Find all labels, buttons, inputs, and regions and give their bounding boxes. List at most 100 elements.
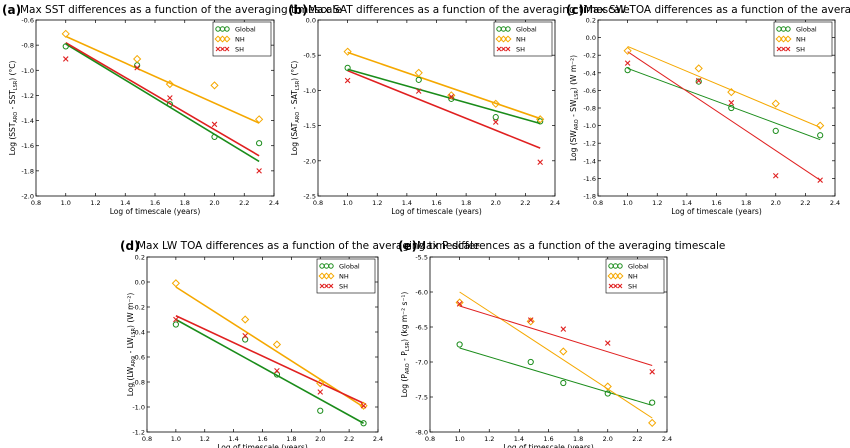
fit-line-global (459, 347, 653, 406)
fit-line-sh (627, 51, 821, 181)
x-tick-label: 0.8 (31, 199, 41, 207)
data-point-nh (316, 379, 325, 388)
y-tick-label: -2.0 (21, 193, 34, 201)
legend-marker-sh (324, 283, 329, 289)
legend-label: NH (235, 36, 245, 44)
data-point-sh-stroke (256, 168, 262, 174)
data-point-sh (728, 99, 735, 106)
legend-marker-global (617, 263, 623, 269)
y-tick-label: -1.0 (132, 404, 145, 412)
x-tick-label: 1.2 (90, 199, 100, 207)
y-tick-label: -0.2 (132, 304, 145, 312)
y-tick-label: 0.0 (306, 17, 316, 25)
legend-marker-nh (322, 272, 331, 280)
legend: Global NH SH (605, 258, 665, 294)
legend-label: NH (796, 36, 806, 44)
x-tick-label: 2.4 (662, 435, 672, 443)
panel-label: (b) (288, 3, 308, 17)
x-tick-label: 1.4 (120, 199, 130, 207)
data-point-sh (242, 332, 248, 339)
fit-line-nh (65, 35, 260, 124)
legend-label: SH (235, 46, 244, 54)
panel-label: (c) (566, 3, 584, 17)
data-point-sh (537, 159, 543, 165)
y-tick-label: -1.6 (583, 175, 596, 183)
y-axis-label-subscript: LSR (13, 80, 19, 90)
data-point-global (62, 43, 69, 50)
data-point-sh-stroke (492, 119, 499, 125)
y-tick-label: -1.6 (21, 142, 34, 150)
y-axis-label-subscript: ARO (131, 356, 137, 367)
x-tick-label: 1.0 (622, 199, 632, 207)
y-tick-label: -0.6 (132, 354, 145, 362)
x-tick-label: 2.0 (209, 199, 219, 207)
data-point-global (273, 371, 281, 378)
y-axis-label-part: Log (LW (126, 366, 135, 396)
panel-precip: (e) Max P differences as a function of th… (398, 239, 725, 448)
data-point-sh-stroke (448, 93, 455, 100)
y-axis-label-part: - P (400, 351, 409, 363)
legend-marker-sh (319, 283, 325, 289)
y-axis-label-subscript: LSR (405, 341, 411, 351)
y-tick-label: -1.0 (583, 122, 596, 130)
fit-line-sh (175, 315, 364, 404)
data-point-sh-stroke (456, 301, 463, 307)
legend-marker-nh (784, 35, 792, 43)
data-point-global (695, 78, 702, 85)
y-tick-label: 0.0 (586, 34, 596, 42)
data-point-sh-stroke (167, 95, 173, 101)
panel-sst: (a)Max SST differences as a function of … (2, 3, 342, 216)
data-point-global (344, 64, 351, 71)
legend-marker-nh (611, 272, 620, 280)
data-point-sh (211, 121, 218, 128)
legend-marker-sh (785, 46, 791, 52)
data-point-global (560, 379, 567, 387)
data-point-nh (133, 54, 142, 64)
data-point-nh (727, 88, 736, 97)
y-axis-label-part: Log (P (400, 374, 409, 398)
chart-title: Max SW TOA differences as a function of … (584, 4, 850, 16)
data-point-sh-stroke (527, 317, 534, 323)
y-axis-label-part: Log (SST (8, 122, 17, 155)
panel-label: (a) (2, 3, 21, 17)
data-point-sh (695, 77, 702, 84)
data-point-sh (649, 369, 655, 375)
data-point-sh-stroke (728, 99, 735, 106)
x-tick-label: 1.0 (342, 199, 352, 207)
x-tick-label: 1.4 (402, 199, 412, 207)
fit-line-global (627, 67, 821, 141)
data-point-sh (415, 88, 422, 94)
data-point-sh (448, 93, 455, 100)
y-axis-label-subscript: LSR (131, 327, 137, 337)
y-tick-label: -0.6 (21, 17, 34, 25)
y-tick-label: -6.5 (415, 324, 428, 332)
data-point-sh (456, 301, 463, 307)
x-tick-label: 1.0 (61, 199, 71, 207)
y-axis-label-part: ) (W m⁻²) (126, 293, 135, 328)
data-point-sh-stroke (242, 332, 248, 339)
x-tick-label: 0.8 (313, 199, 323, 207)
legend-box (605, 258, 665, 294)
chart-title: Max LW TOA differences as a function of … (137, 240, 479, 252)
data-point-nh (536, 115, 545, 124)
data-point-global (649, 399, 656, 406)
y-axis-label-part: - SAT (290, 90, 299, 112)
x-tick-label: 1.8 (461, 199, 471, 207)
data-point-global (604, 390, 611, 397)
fit-line-global (347, 68, 541, 125)
data-point-sh (527, 317, 534, 323)
data-point-sh-stroke (560, 326, 567, 332)
legend-label: SH (796, 46, 805, 54)
chart-title: Max SAT differences as a function of the… (308, 4, 630, 16)
data-point-sh-stroke (274, 367, 280, 374)
legend-marker-sh (608, 283, 614, 289)
x-tick-label: 1.0 (454, 435, 464, 443)
y-axis-label-part: ) (°C) (290, 61, 299, 81)
y-tick-label: -0.6 (583, 87, 596, 95)
y-tick-label: -0.8 (132, 379, 145, 387)
data-point-sh-stroke (695, 77, 702, 84)
legend-marker-sh (328, 283, 334, 289)
data-point-nh (623, 46, 632, 55)
fit-line-sh (65, 41, 260, 157)
